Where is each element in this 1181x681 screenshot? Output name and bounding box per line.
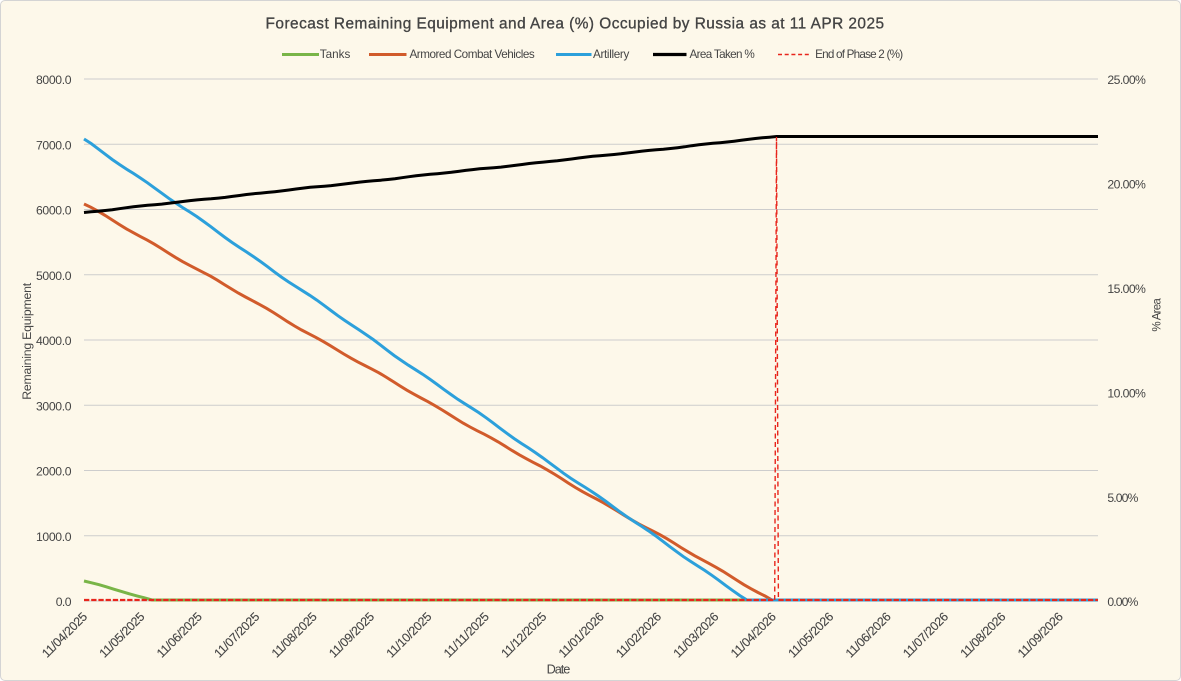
svg-text:2000.0: 2000.0 bbox=[36, 465, 72, 479]
svg-text:Remaining Equipment: Remaining Equipment bbox=[20, 282, 34, 400]
svg-text:8000.0: 8000.0 bbox=[36, 73, 72, 87]
svg-text:0.0: 0.0 bbox=[56, 595, 72, 609]
svg-text:Artillery: Artillery bbox=[593, 48, 629, 61]
svg-text:End of Phase 2 (%): End of Phase 2 (%) bbox=[815, 48, 903, 61]
svg-text:15.00%: 15.00% bbox=[1107, 282, 1146, 296]
svg-text:Tanks: Tanks bbox=[320, 48, 351, 61]
svg-text:% Area: % Area bbox=[1151, 298, 1164, 332]
svg-text:10.00%: 10.00% bbox=[1107, 386, 1146, 400]
svg-text:5.00%: 5.00% bbox=[1107, 491, 1138, 505]
svg-text:Area Taken %: Area Taken % bbox=[690, 48, 755, 61]
svg-text:25.00%: 25.00% bbox=[1107, 73, 1146, 87]
svg-text:20.00%: 20.00% bbox=[1107, 178, 1146, 192]
svg-text:7000.0: 7000.0 bbox=[36, 138, 72, 152]
svg-text:Forecast Remaining Equipment a: Forecast Remaining Equipment and Area (%… bbox=[266, 15, 885, 32]
svg-text:4000.0: 4000.0 bbox=[36, 334, 72, 348]
svg-text:6000.0: 6000.0 bbox=[36, 204, 72, 218]
svg-text:1000.0: 1000.0 bbox=[36, 530, 72, 544]
svg-text:0.00%: 0.00% bbox=[1107, 595, 1138, 609]
svg-text:3000.0: 3000.0 bbox=[36, 399, 72, 413]
svg-text:Date: Date bbox=[547, 662, 571, 677]
svg-text:Armored Combat Vehicles: Armored Combat Vehicles bbox=[410, 48, 535, 61]
svg-text:5000.0: 5000.0 bbox=[36, 269, 72, 283]
